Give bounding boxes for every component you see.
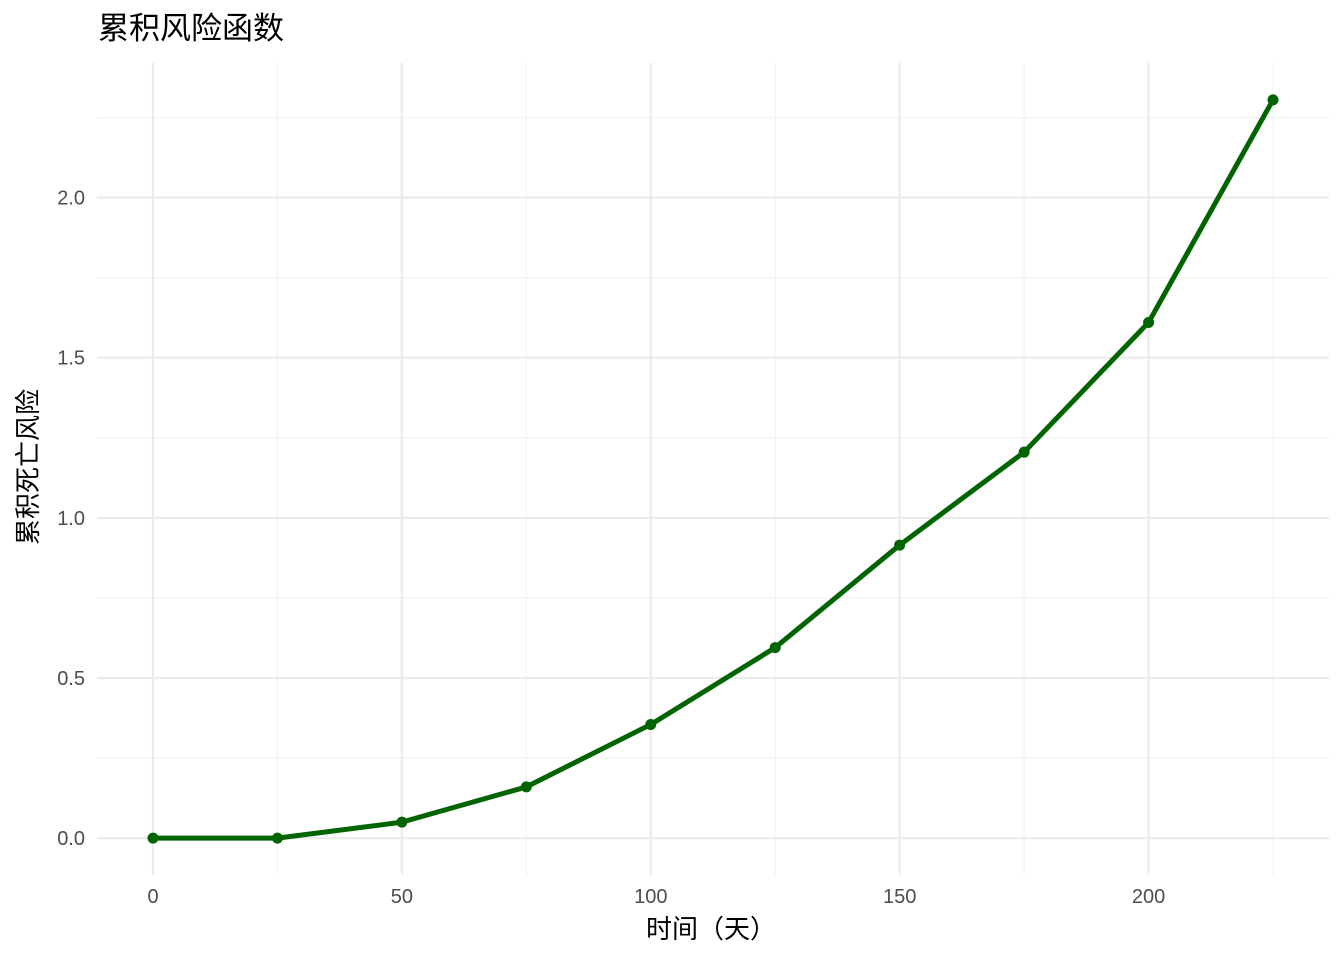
y-tick-labels: 0.0 0.5 1.0 1.5 2.0	[57, 188, 85, 851]
x-tick-label: 0	[147, 886, 158, 908]
y-tick-label: 0.0	[57, 828, 85, 850]
x-tick-label: 200	[1132, 886, 1165, 908]
grid	[97, 63, 1329, 875]
data-point	[271, 832, 283, 844]
data-point	[1143, 316, 1155, 328]
y-axis-title: 累积死亡风险	[14, 389, 44, 545]
x-tick-label: 100	[634, 886, 667, 908]
x-axis-title: 时间（天）	[646, 915, 776, 945]
x-tick-label: 50	[391, 886, 413, 908]
x-tick-label: 150	[883, 886, 916, 908]
y-tick-label: 1.5	[57, 348, 85, 370]
data-point	[1267, 94, 1279, 106]
chart-title: 累积风险函数	[98, 11, 284, 47]
data-point	[396, 816, 408, 828]
data-point	[1018, 446, 1030, 458]
data-point	[769, 642, 781, 654]
data-point	[894, 539, 906, 551]
y-tick-label: 1.0	[57, 508, 85, 530]
data-point	[520, 781, 532, 793]
y-tick-label: 2.0	[57, 188, 85, 210]
series-layer	[147, 94, 1279, 844]
series-line	[153, 98, 1276, 841]
x-tick-labels: 0 50 100 150 200	[147, 886, 1165, 908]
data-point	[147, 832, 159, 844]
y-tick-label: 0.5	[57, 668, 85, 690]
data-point	[645, 718, 657, 730]
